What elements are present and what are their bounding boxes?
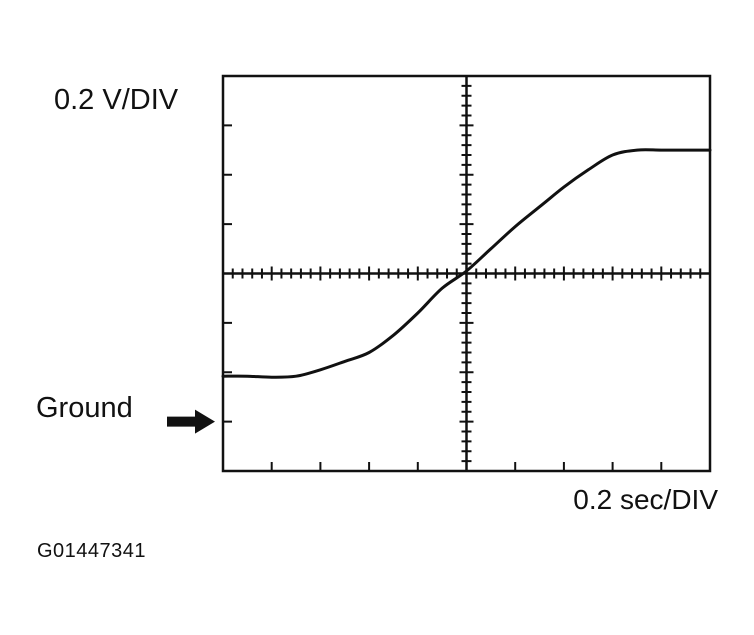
ground-arrow-icon bbox=[167, 409, 215, 434]
vertical-scale-label: 0.2 V/DIV bbox=[54, 84, 179, 116]
horizontal-scale-label: 0.2 sec/DIV bbox=[573, 484, 718, 515]
ground-label: Ground bbox=[36, 392, 133, 424]
signal-trace-line bbox=[221, 148, 712, 379]
figure-id: G01447341 bbox=[37, 540, 147, 562]
